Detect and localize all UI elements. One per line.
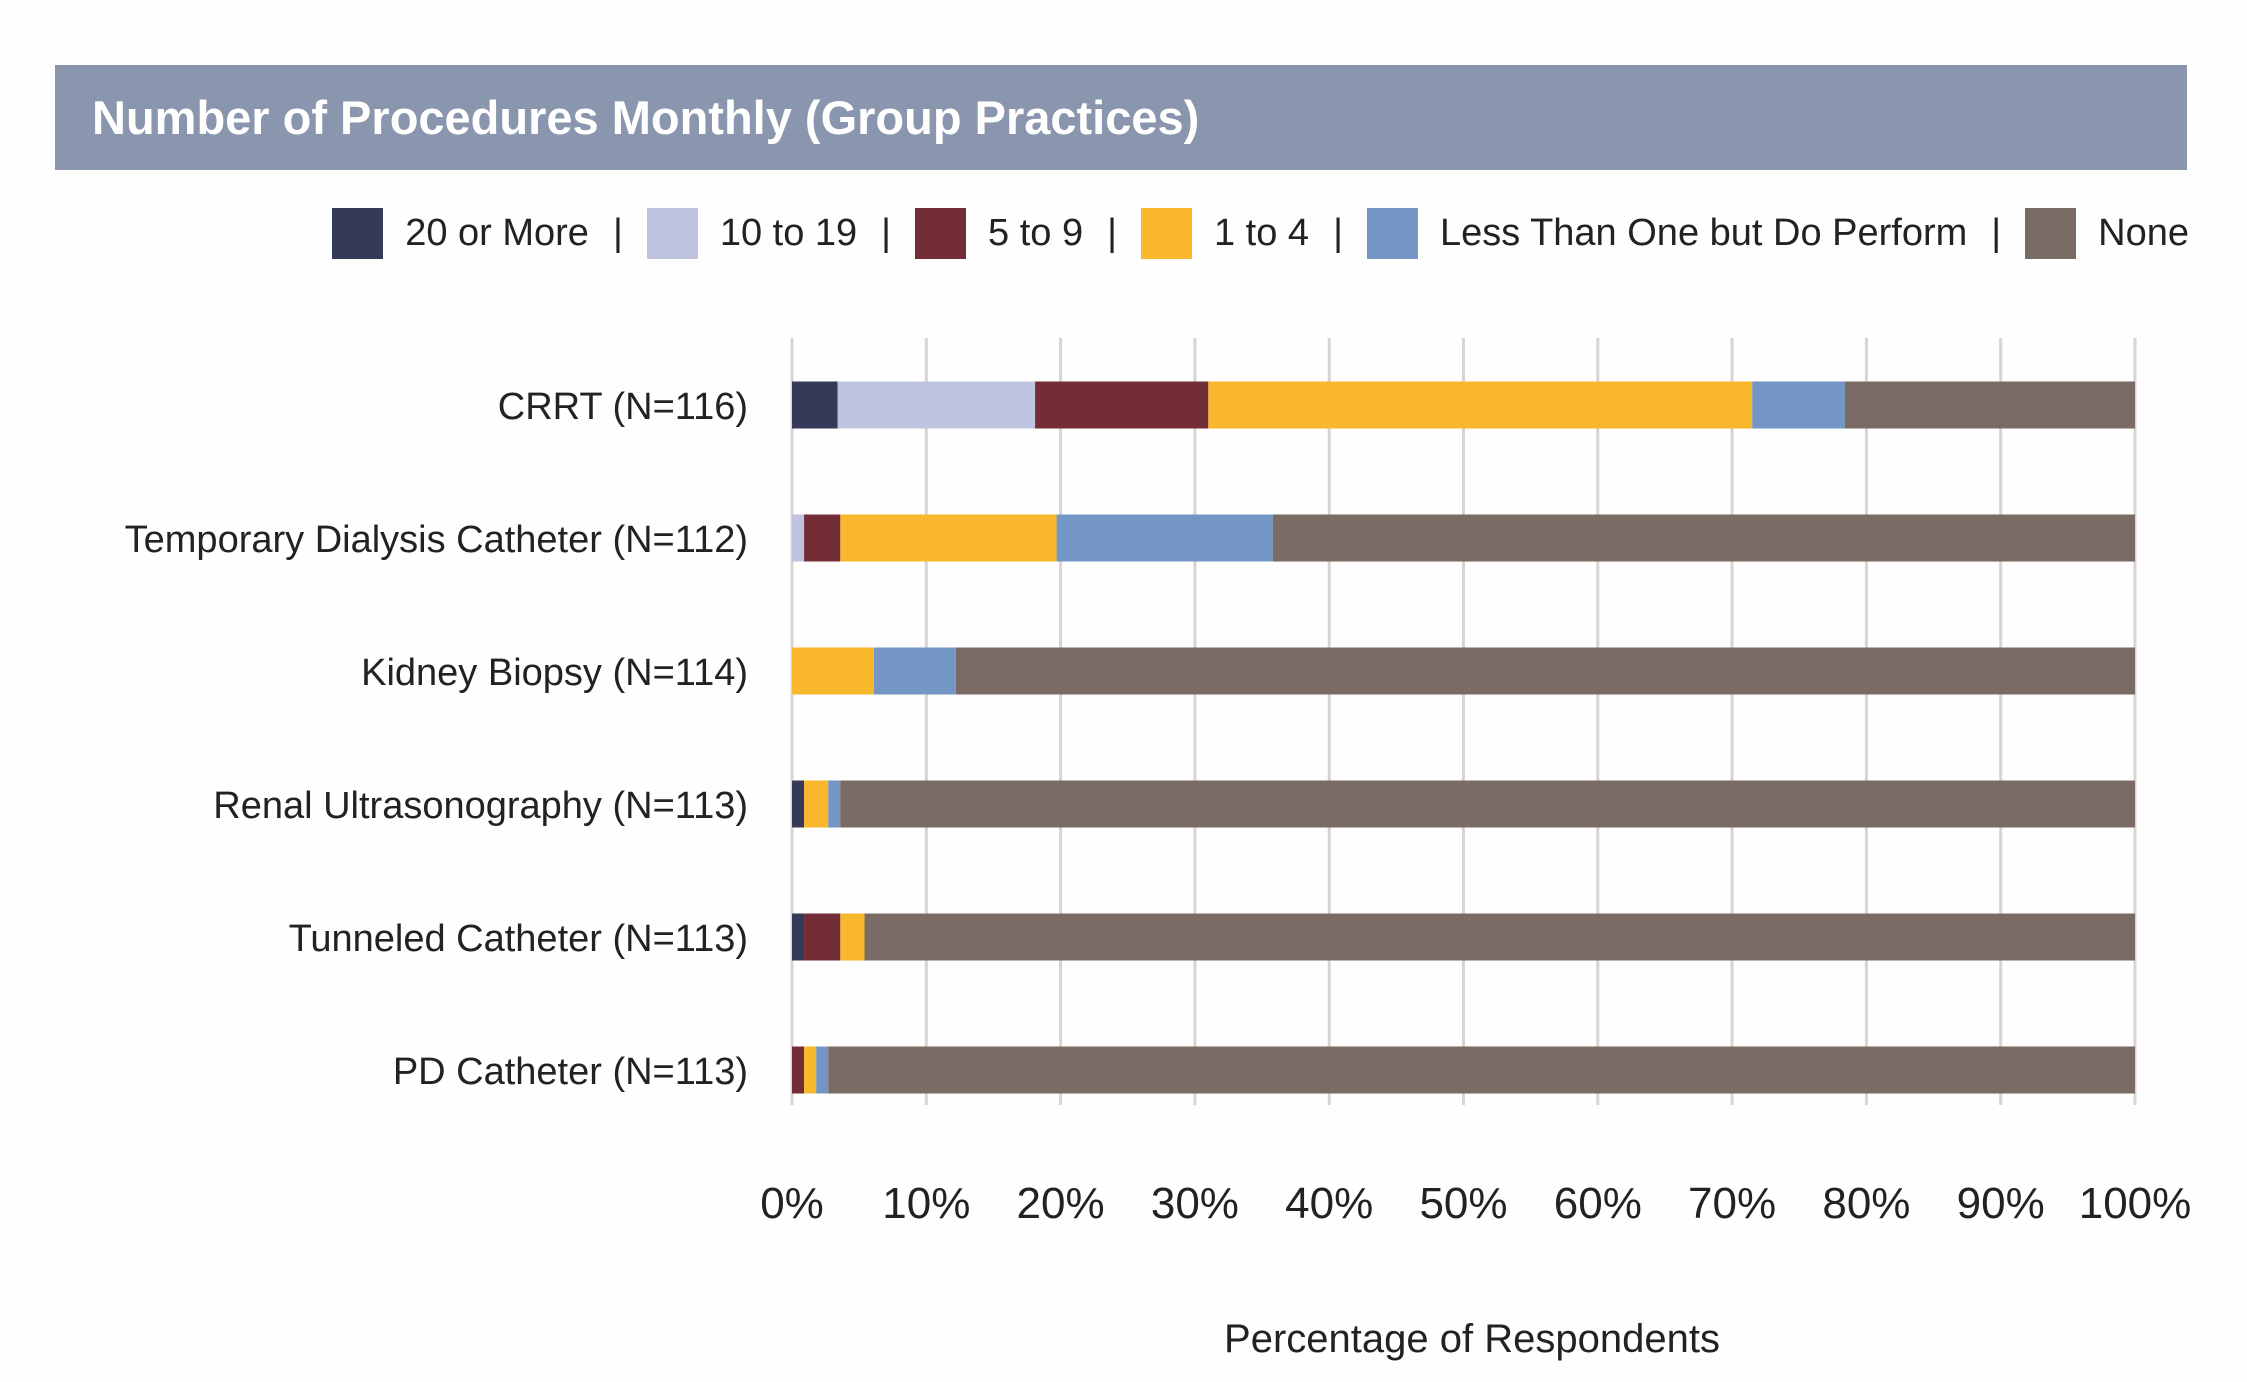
bar-segment	[804, 514, 841, 562]
x-tick-label: 80%	[1822, 1179, 1910, 1228]
legend-separator: |	[612, 211, 623, 254]
chart-header: Number of Procedures Monthly (Group Prac…	[55, 65, 2187, 170]
bar-segment	[792, 381, 838, 429]
category-label: Tunneled Catheter (N=113)	[289, 918, 748, 960]
legend-swatch	[2025, 207, 2077, 259]
legend-label: 1 to 4	[1213, 211, 1310, 254]
bar-segment	[1844, 381, 2135, 429]
legend-label: None	[2098, 211, 2189, 254]
x-tick-label: 10%	[882, 1179, 970, 1228]
legend-item: 5 to 9	[915, 207, 1084, 259]
bar-segment	[792, 647, 874, 695]
category-label: Temporary Dialysis Catheter (N=112)	[125, 519, 748, 561]
legend-swatch	[646, 207, 698, 259]
bar-segment	[873, 647, 956, 695]
bar-segment	[1272, 514, 2135, 562]
bar-segment	[840, 913, 865, 961]
x-tick-label: 40%	[1285, 1179, 1373, 1228]
legend-label: Less Than One but Do Perform	[1439, 211, 1968, 254]
x-tick-label: 90%	[1957, 1179, 2045, 1228]
legend-label: 10 to 19	[719, 211, 858, 254]
category-label: Kidney Biopsy (N=114)	[361, 652, 748, 694]
legend-swatch	[1366, 207, 1418, 259]
legend-item: 1 to 4	[1140, 207, 1310, 259]
category-label: PD Catheter (N=113)	[393, 1051, 748, 1093]
bar-segment	[792, 1046, 805, 1094]
legend-swatch	[332, 207, 384, 259]
x-tick-label: 20%	[1017, 1179, 1105, 1228]
x-tick-label: 100%	[2079, 1179, 2192, 1228]
legend-item: None	[2025, 207, 2189, 259]
bar-segment	[804, 780, 829, 828]
x-tick-label: 60%	[1554, 1179, 1642, 1228]
legend-separator: |	[881, 211, 892, 254]
bar-segment	[804, 1046, 817, 1094]
bar-segment	[955, 647, 2136, 695]
x-tick-label: 70%	[1688, 1179, 1776, 1228]
bar-segment	[792, 913, 805, 961]
x-tick-label: 50%	[1419, 1179, 1507, 1228]
legend-label: 5 to 9	[988, 211, 1084, 254]
legend: 20 or More | 10 to 19 | 5 to 9 | 1 to 4 | Less T…	[332, 205, 2189, 261]
legend-item: 10 to 19	[646, 207, 858, 259]
legend-item: Less Than One but Do Perform	[1366, 207, 1968, 259]
bar-segment	[840, 780, 2135, 828]
bar-segment	[1208, 381, 1753, 429]
legend-separator: |	[1107, 211, 1117, 254]
chart-title: Number of Procedures Monthly (Group Prac…	[92, 91, 1200, 144]
bar-segment	[864, 913, 2135, 961]
bar-segment	[837, 381, 1036, 429]
bar-segment	[804, 913, 841, 961]
bar-segment	[792, 780, 805, 828]
legend-label: 20 or More	[405, 211, 589, 254]
legend-swatch	[915, 207, 967, 259]
legend-separator: |	[1333, 211, 1343, 254]
legend-separator: |	[1991, 211, 2002, 254]
bar-segment	[816, 1046, 829, 1094]
bar-segment	[828, 780, 841, 828]
x-axis-title: Percentage of Respondents	[1224, 1317, 1720, 1361]
bar-segment	[1056, 514, 1273, 562]
bar-segment	[1752, 381, 1845, 429]
legend-item: 20 or More	[332, 207, 589, 259]
bar-segment	[840, 514, 1057, 562]
category-label: CRRT (N=116)	[498, 386, 748, 428]
bar-segment	[792, 514, 805, 562]
legend-swatch	[1140, 207, 1192, 259]
x-tick-label: 30%	[1151, 1179, 1239, 1228]
bar-segment	[1035, 381, 1209, 429]
bar-segment	[828, 1046, 2135, 1094]
category-label: Renal Ultrasonography (N=113)	[213, 785, 748, 827]
x-tick-label: 0%	[760, 1179, 824, 1228]
